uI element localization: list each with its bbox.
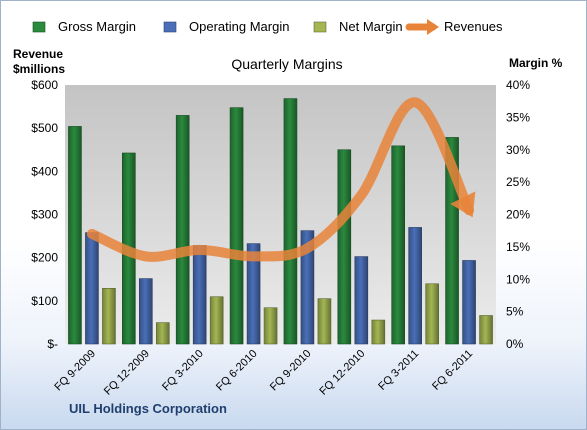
company-label: UIL Holdings Corporation bbox=[69, 401, 227, 416]
right-tick-label: 25% bbox=[506, 175, 530, 189]
left-axis-title-line1: Revenue bbox=[13, 47, 63, 61]
left-tick-label: $600 bbox=[31, 78, 58, 92]
net-margin-bar bbox=[371, 319, 386, 345]
net-margin-bar bbox=[317, 298, 332, 345]
net-margin-bar bbox=[102, 288, 116, 345]
gross-margin-bar bbox=[229, 107, 244, 345]
legend-label-gross-margin: Gross Margin bbox=[58, 19, 136, 34]
left-tick-label: $500 bbox=[31, 121, 58, 135]
category-label: FQ 3-2011 bbox=[376, 348, 421, 393]
gross-margin-bar bbox=[337, 149, 352, 345]
legend-swatch-net-margin bbox=[313, 21, 327, 33]
category-label: FQ 6-2010 bbox=[214, 348, 260, 394]
net-margin-bar bbox=[263, 307, 278, 345]
right-tick-label: 35% bbox=[506, 110, 530, 124]
operating-margin-bar bbox=[408, 227, 422, 345]
gross-margin-bar bbox=[175, 115, 190, 345]
right-tick-label: 15% bbox=[506, 240, 530, 254]
left-tick-label: $- bbox=[47, 337, 58, 351]
category-label: FQ 12-2009 bbox=[102, 348, 152, 398]
category-label: FQ 6-2011 bbox=[430, 348, 475, 393]
left-axis-title-line2: $millions bbox=[13, 62, 65, 76]
revenues-arrowhead bbox=[450, 191, 476, 218]
right-tick-label: 10% bbox=[506, 272, 530, 286]
operating-margin-bar bbox=[354, 256, 369, 345]
category-label: FQ 9-2010 bbox=[268, 348, 314, 394]
net-margin-bar bbox=[479, 315, 493, 345]
operating-margin-bar bbox=[139, 278, 153, 345]
operating-margin-bar bbox=[246, 243, 261, 345]
legend-label-operating-margin: Operating Margin bbox=[189, 19, 289, 34]
right-tick-label: 30% bbox=[506, 143, 530, 157]
right-tick-label: 40% bbox=[506, 78, 530, 92]
gross-margin-bar bbox=[283, 98, 298, 345]
category-label: FQ 12-2010 bbox=[317, 348, 367, 398]
left-tick-label: $200 bbox=[31, 251, 58, 265]
plot-area bbox=[65, 85, 496, 344]
chart-title: Quarterly Margins bbox=[231, 56, 342, 72]
legend-swatch-revenues bbox=[405, 19, 439, 35]
right-axis-title: Margin % bbox=[509, 56, 563, 70]
category-label: FQ 9-2009 bbox=[52, 348, 98, 394]
gross-margin-bar bbox=[68, 126, 82, 345]
left-tick-label: $300 bbox=[31, 208, 58, 222]
net-margin-bar bbox=[209, 296, 224, 345]
legend-label-revenues: Revenues bbox=[444, 19, 503, 34]
legend: Gross Margin Operating Margin Net Margin Re… bbox=[32, 19, 503, 35]
operating-margin-bar bbox=[462, 260, 476, 345]
net-margin-bar bbox=[156, 322, 170, 345]
left-tick-label: $400 bbox=[31, 164, 58, 178]
right-tick-label: 0% bbox=[506, 337, 524, 351]
revenues-line bbox=[86, 97, 475, 262]
gross-margin-bar bbox=[391, 145, 405, 345]
legend-label-net-margin: Net Margin bbox=[339, 19, 403, 34]
right-tick-label: 20% bbox=[506, 208, 530, 222]
operating-margin-bar bbox=[85, 232, 99, 345]
net-margin-bar bbox=[425, 283, 439, 345]
legend-swatch-operating-margin bbox=[163, 21, 177, 33]
category-label: FQ 3-2010 bbox=[160, 348, 206, 394]
operating-margin-bar bbox=[192, 245, 207, 345]
operating-margin-bar bbox=[300, 230, 315, 345]
legend-swatch-gross-margin bbox=[32, 21, 46, 33]
left-tick-label: $100 bbox=[31, 294, 58, 308]
right-tick-label: 5% bbox=[506, 305, 524, 319]
